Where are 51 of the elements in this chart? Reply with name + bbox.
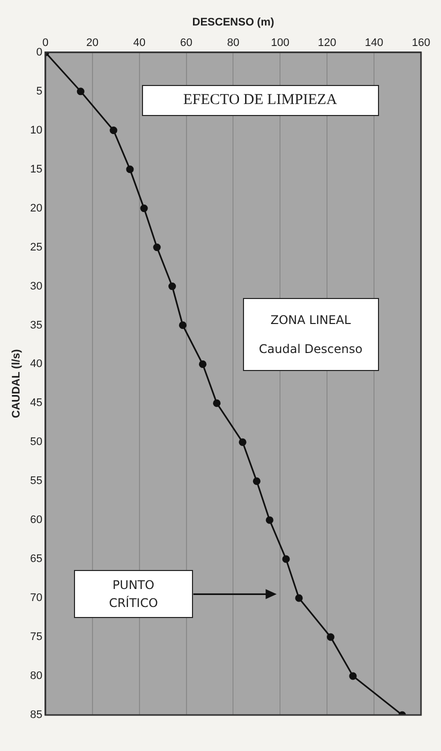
point (326, 633, 334, 641)
y-tick-label: 60 (30, 514, 42, 526)
point (238, 438, 246, 446)
note-box: ZONA LINEAL Caudal Descenso (242, 298, 379, 372)
x-tick-label: 100 (270, 36, 290, 49)
point (153, 243, 161, 252)
point (126, 166, 134, 174)
y-tick-label: 75 (30, 631, 42, 644)
y-tick-label: 10 (30, 124, 42, 136)
x-tick-label: 80 (227, 36, 240, 49)
point (76, 88, 84, 96)
point (178, 321, 187, 330)
y-tick-label: 70 (30, 592, 42, 604)
note-box: PUNTO CRÍTICO (74, 570, 194, 618)
note-box: EFECTO DE LIMPIEZA (142, 85, 379, 116)
y-tick-label: 15 (30, 163, 42, 176)
x-axis-title: DESCENSO (m) (192, 16, 274, 29)
annotation: EFECTO DE LIMPIEZA (183, 92, 338, 110)
y-tick-label: 20 (30, 202, 42, 214)
point (282, 555, 290, 563)
x-tick-label: 160 (412, 36, 430, 49)
y-tick-label: 0 (36, 46, 42, 58)
point (295, 594, 303, 602)
annotation: ZONA LINEAL (270, 313, 351, 328)
x-tick-label: 140 (364, 36, 384, 49)
y-tick-label: 80 (30, 670, 42, 682)
x-tick-label: 20 (86, 36, 99, 49)
y-tick-label: 65 (30, 553, 42, 566)
y-tick-label: 35 (30, 319, 42, 332)
y-tick-label: 45 (30, 397, 42, 410)
point (168, 282, 176, 290)
y-tick-label: 25 (30, 241, 42, 254)
annotation: Caudal Descenso (258, 342, 362, 356)
x-tick-label: 40 (133, 36, 146, 49)
point (110, 126, 118, 134)
x-tick-label: 120 (318, 36, 336, 49)
y-tick-label: 50 (30, 436, 42, 448)
x-tick-label: 60 (180, 36, 192, 49)
point (198, 360, 207, 368)
point (212, 399, 221, 407)
y-tick-label: 85 (30, 709, 42, 722)
point (140, 204, 148, 212)
y-axis-title: CAUDAL (l/s) (10, 348, 23, 418)
y-tick-label: 40 (30, 358, 42, 370)
y-tick-label: 5 (36, 85, 42, 98)
y-tick-label: 55 (30, 475, 42, 488)
point (349, 672, 357, 680)
point (252, 477, 260, 485)
annotation: PUNTO CRÍTICO (108, 577, 158, 612)
y-tick-label: 30 (30, 280, 42, 292)
point (266, 516, 274, 524)
